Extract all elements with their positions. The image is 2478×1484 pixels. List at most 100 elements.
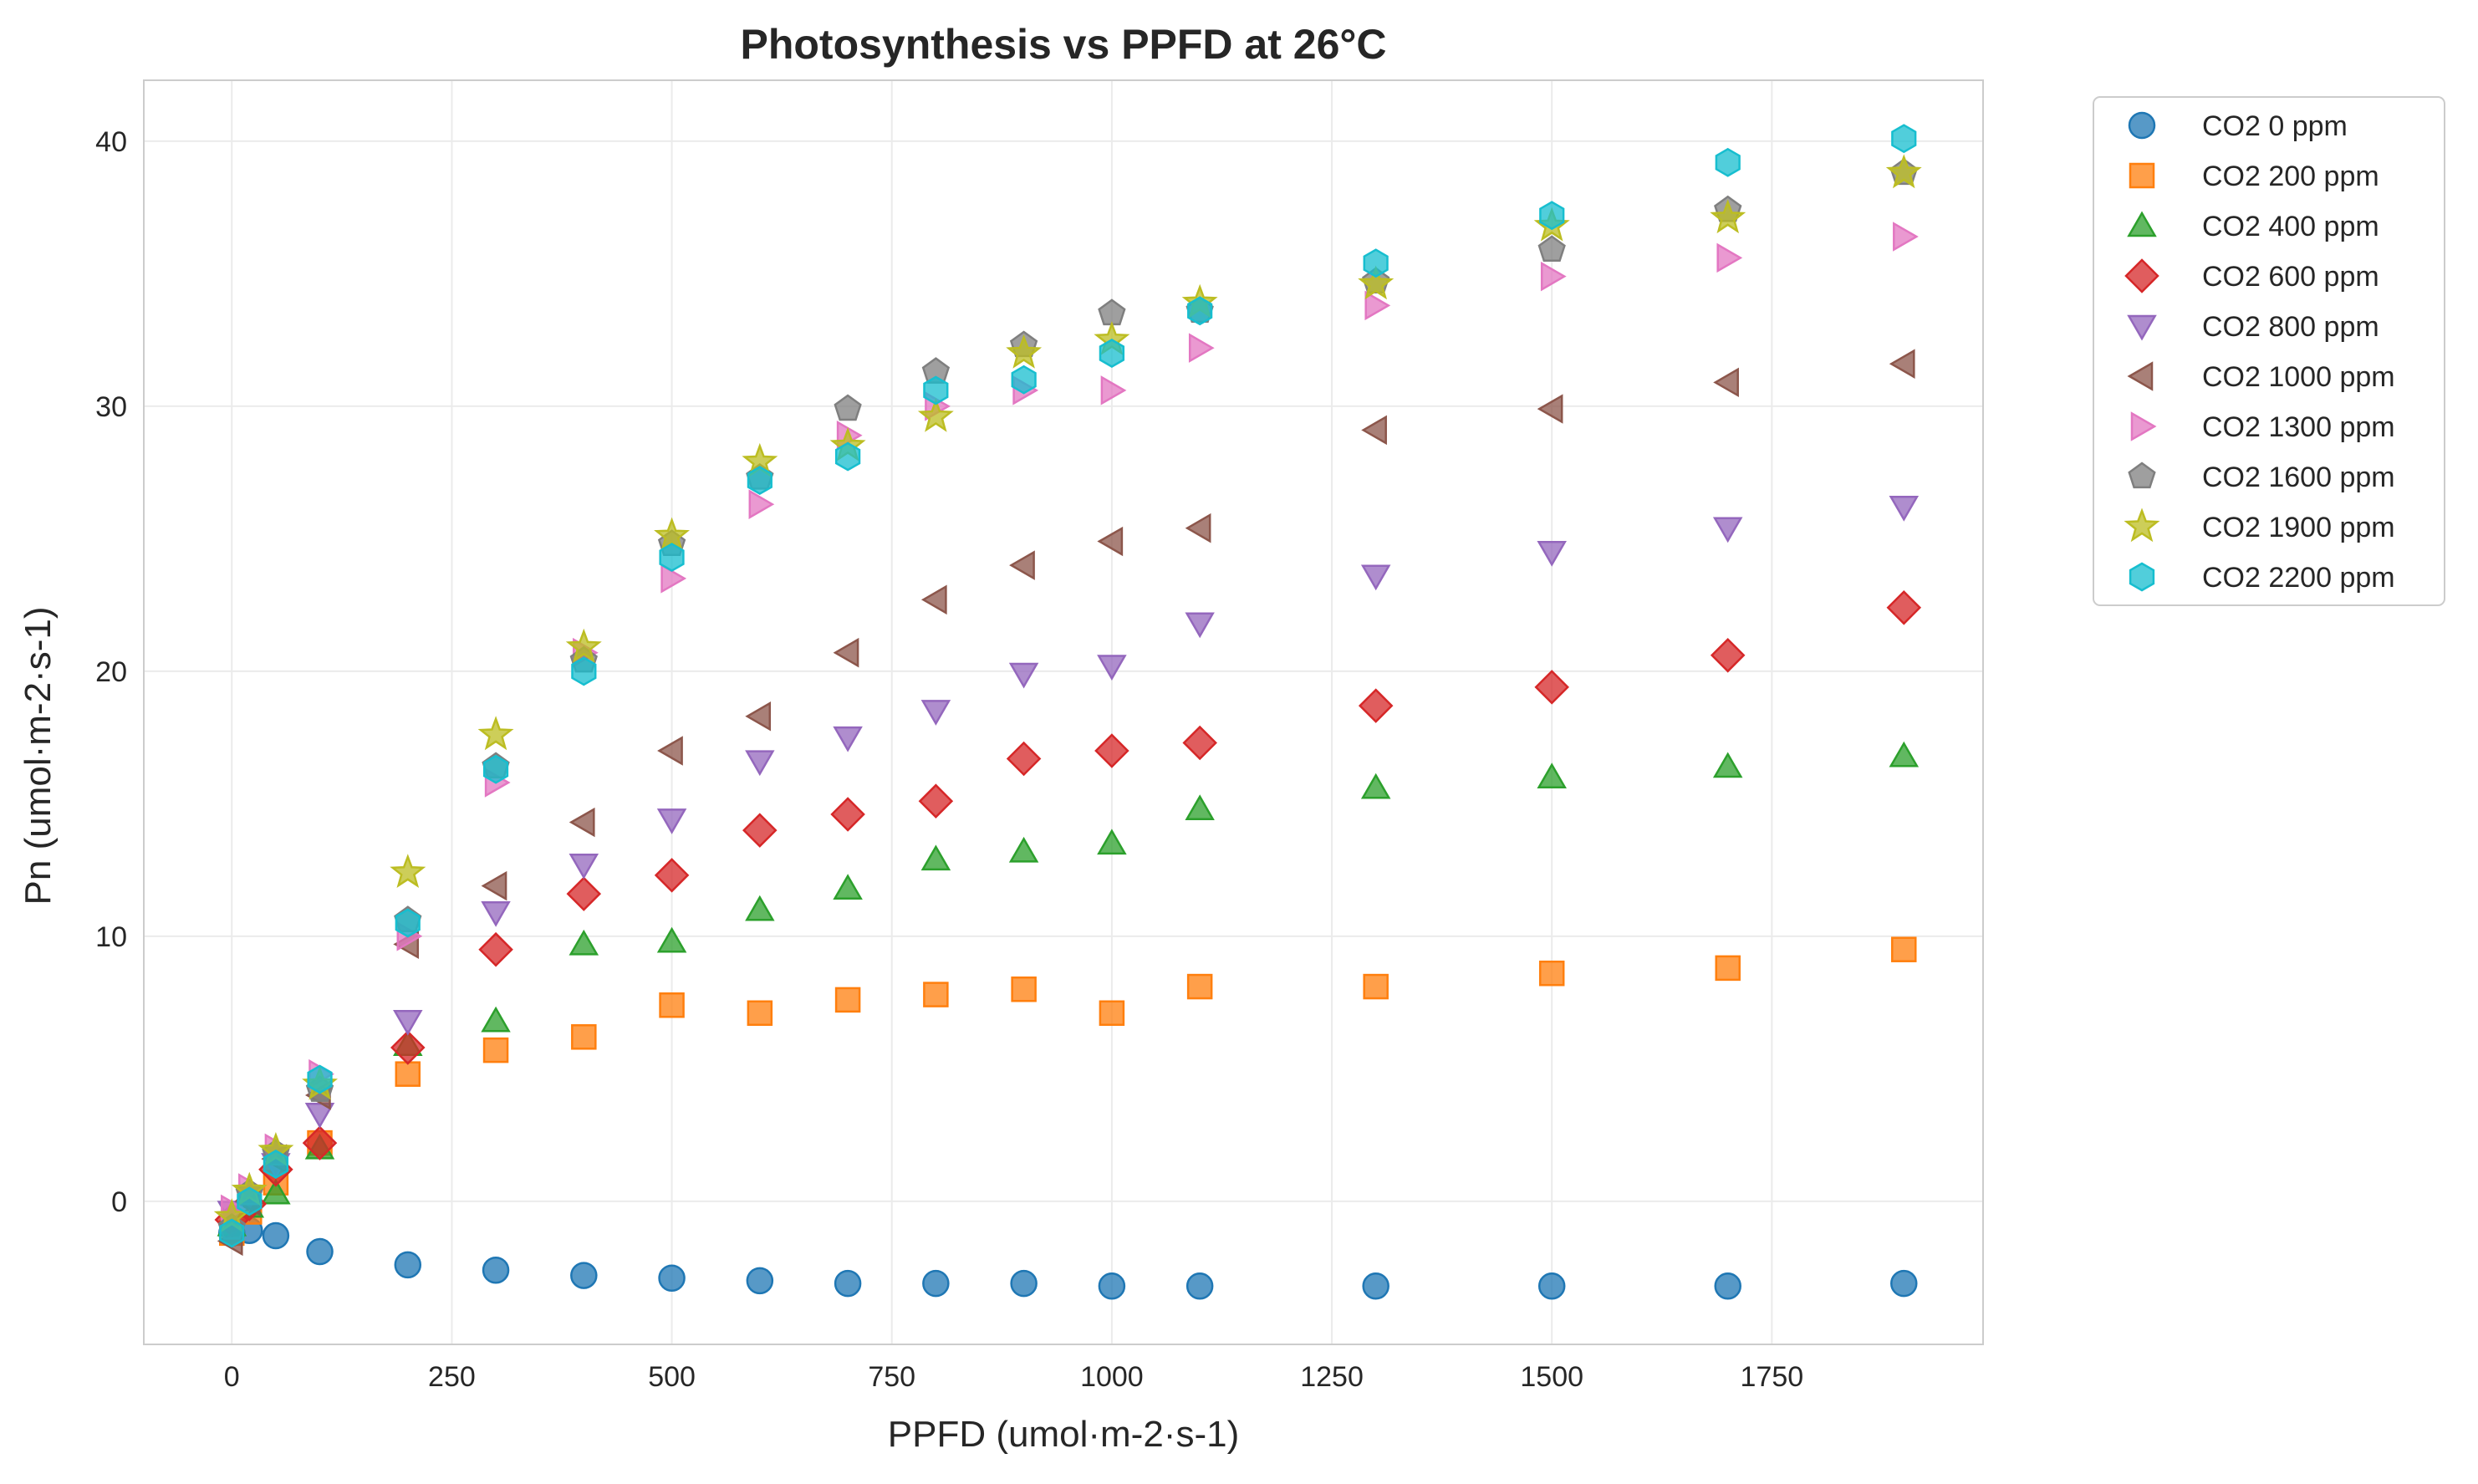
- data-point: [748, 489, 775, 519]
- data-point: [262, 1221, 290, 1250]
- data-point: [1362, 1272, 1389, 1300]
- data-point: [1185, 513, 1211, 543]
- data-point: [1893, 222, 1919, 252]
- legend-marker: [2129, 562, 2155, 592]
- data-point: [1715, 147, 1741, 177]
- data-point: [659, 543, 685, 573]
- data-points: [213, 124, 1922, 1300]
- data-point: [1188, 333, 1215, 363]
- data-point: [1358, 688, 1394, 723]
- data-point: [1011, 365, 1037, 395]
- data-point: [922, 1269, 950, 1298]
- data-point: [657, 736, 683, 766]
- data-point: [304, 1102, 335, 1129]
- data-point: [1889, 349, 1915, 379]
- data-point: [834, 441, 861, 472]
- grid: [144, 80, 1983, 1344]
- data-point: [263, 1150, 289, 1179]
- data-point: [1540, 261, 1567, 292]
- data-point: [237, 1186, 263, 1216]
- data-point: [1537, 394, 1563, 424]
- data-point: [1714, 1272, 1741, 1300]
- data-point: [1713, 367, 1739, 398]
- data-point: [477, 716, 514, 751]
- legend-marker: [2128, 462, 2156, 489]
- data-point: [917, 398, 954, 432]
- data-point: [390, 854, 426, 888]
- data-point: [1710, 638, 1746, 673]
- legend-marker: [2127, 361, 2154, 391]
- data-point: [920, 844, 951, 871]
- data-point: [307, 1064, 333, 1094]
- legend-label: CO2 0 ppm: [2202, 110, 2348, 142]
- data-point: [1360, 773, 1391, 799]
- series-10: [219, 124, 1917, 1248]
- data-point: [1099, 1000, 1125, 1027]
- data-point: [566, 876, 602, 911]
- x-tick-label: 500: [648, 1361, 696, 1393]
- data-point: [394, 1251, 422, 1279]
- data-point: [1364, 290, 1391, 321]
- data-point: [393, 1010, 423, 1036]
- data-point: [482, 1256, 510, 1284]
- plot-area-frame: [143, 79, 1984, 1345]
- data-point: [1006, 741, 1042, 777]
- data-point: [565, 628, 602, 663]
- data-point: [219, 1218, 245, 1248]
- data-point: [1891, 124, 1917, 154]
- data-point: [659, 992, 685, 1018]
- legend-label: CO2 800 ppm: [2202, 311, 2379, 343]
- legend-label: CO2 400 ppm: [2202, 211, 2379, 242]
- legend-label: CO2 1000 ppm: [2202, 361, 2395, 393]
- data-point: [1097, 829, 1127, 855]
- legend-label: CO2 1600 ppm: [2202, 462, 2395, 493]
- data-point: [834, 394, 862, 421]
- y-tick-label: 0: [111, 1186, 127, 1218]
- data-point: [656, 926, 687, 953]
- data-point: [1358, 265, 1395, 300]
- data-point: [1886, 590, 1922, 625]
- data-point: [658, 1264, 686, 1293]
- y-tick-label: 20: [95, 656, 127, 688]
- data-point: [569, 854, 599, 880]
- data-point: [1094, 733, 1129, 768]
- y-tick-label: 40: [95, 126, 127, 158]
- y-tick-label: 30: [95, 391, 127, 423]
- data-point: [1009, 550, 1035, 580]
- data-point: [482, 1037, 509, 1063]
- data-point: [481, 1006, 511, 1033]
- data-point: [569, 807, 595, 838]
- data-point: [1716, 242, 1743, 273]
- x-tick-label: 1000: [1080, 1361, 1144, 1393]
- legend-marker: [2128, 111, 2156, 140]
- data-point: [923, 982, 949, 1007]
- y-axis-ticks: 0 10 20 30 40: [95, 126, 127, 1218]
- x-axis-ticks: 0 250 500 750 1000 1250 1500 1750: [224, 1361, 1803, 1393]
- data-point: [1537, 762, 1567, 788]
- legend-label: CO2 1300 ppm: [2202, 411, 2395, 443]
- data-point: [745, 750, 775, 777]
- data-point: [1099, 339, 1125, 368]
- data-point: [1363, 248, 1389, 278]
- data-point: [918, 783, 954, 818]
- data-point: [660, 564, 687, 594]
- data-point: [1537, 540, 1567, 567]
- data-point: [654, 858, 690, 893]
- data-point: [1100, 375, 1127, 405]
- data-point: [834, 1269, 862, 1298]
- data-point: [481, 901, 511, 927]
- data-point: [656, 808, 687, 834]
- data-point: [1097, 526, 1124, 557]
- data-point: [478, 931, 513, 967]
- data-point: [1008, 662, 1039, 689]
- data-point: [1008, 836, 1039, 863]
- data-point: [745, 701, 772, 732]
- data-point: [569, 929, 599, 956]
- data-point: [1098, 1272, 1126, 1300]
- data-point: [261, 1178, 291, 1205]
- data-point: [833, 874, 863, 900]
- data-point: [1712, 517, 1743, 543]
- data-point: [920, 584, 947, 615]
